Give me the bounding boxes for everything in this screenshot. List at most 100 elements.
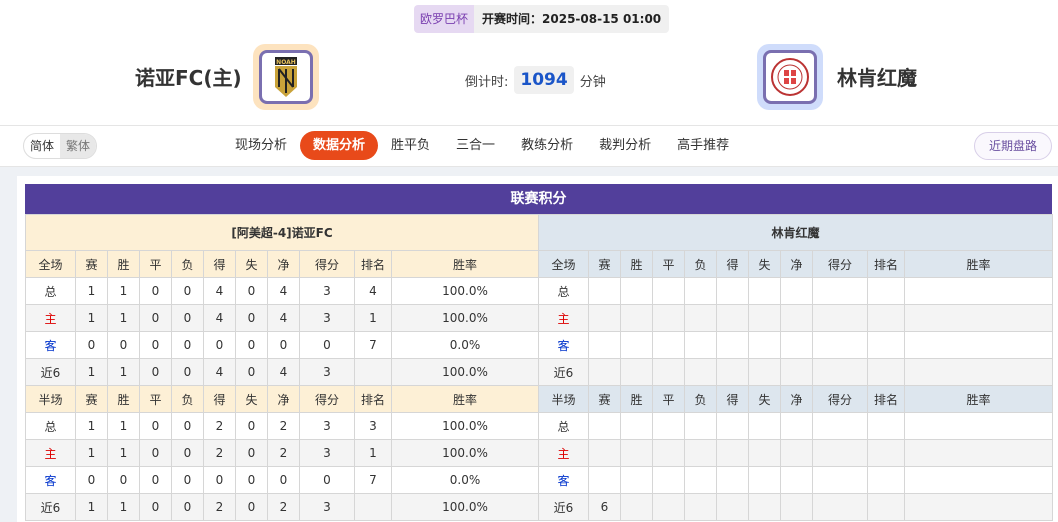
home-team-logo[interactable]: NOAH	[253, 44, 319, 110]
cell: 1	[107, 304, 140, 332]
cell: 0	[267, 466, 300, 494]
column-header: 半场	[538, 385, 589, 413]
row-label: 总	[25, 412, 76, 440]
table-row: 主	[538, 304, 1054, 332]
row-label: 客	[25, 466, 76, 494]
column-header: 半场	[25, 385, 76, 413]
cell	[748, 493, 781, 521]
cell	[867, 304, 905, 332]
cell	[867, 277, 905, 305]
column-header: 失	[235, 385, 268, 413]
column-header: 胜	[107, 385, 140, 413]
table-row: 客 0 0 0 0 0 0 0 0 7 0.0%	[25, 466, 540, 494]
cell: 0	[171, 412, 204, 440]
away-team-name[interactable]: 林肯红魔	[837, 66, 917, 90]
cell: 4	[354, 277, 392, 305]
cell	[652, 493, 685, 521]
row-label: 近6	[25, 358, 76, 386]
tab-three-in-one[interactable]: 三合一	[456, 138, 496, 153]
cell	[684, 493, 717, 521]
lang-simplified[interactable]: 简体	[30, 139, 55, 153]
table-row: 主 1 1 0 0 2 0 2 3 1 100.0%	[25, 439, 540, 467]
cell: 100.0%	[390, 493, 540, 521]
column-header: 赛	[75, 385, 108, 413]
cell: 0	[235, 466, 268, 494]
cell: 1	[354, 304, 392, 332]
column-header: 胜率	[390, 250, 540, 278]
cell	[716, 277, 749, 305]
column-header: 得	[716, 250, 749, 278]
cell: 3	[299, 412, 355, 440]
cell: 0	[171, 277, 204, 305]
cell	[588, 277, 621, 305]
cell: 1	[75, 493, 108, 521]
svg-text:NOAH: NOAH	[276, 59, 296, 66]
table-row: 总 1 1 0 0 2 0 2 3 3 100.0%	[25, 412, 540, 440]
language-toggle[interactable]: 简体 繁体	[23, 133, 98, 159]
cell	[812, 304, 868, 332]
cell: 4	[203, 277, 236, 305]
cell	[748, 358, 781, 386]
cell	[812, 439, 868, 467]
cell	[867, 412, 905, 440]
column-header: 排名	[354, 385, 392, 413]
cell: 0	[139, 493, 172, 521]
cell	[780, 412, 813, 440]
column-header: 胜	[107, 250, 140, 278]
tab-coach-analysis[interactable]: 教练分析	[521, 138, 574, 153]
cell	[903, 412, 1054, 440]
cell: 0	[235, 331, 268, 359]
noah-shield-icon: NOAH	[275, 57, 297, 97]
cell: 0	[203, 466, 236, 494]
cell: 2	[203, 412, 236, 440]
cell	[652, 412, 685, 440]
tab-live-analysis[interactable]: 现场分析	[235, 138, 288, 153]
cell: 0	[75, 331, 108, 359]
cell: 100.0%	[390, 412, 540, 440]
column-header: 失	[235, 250, 268, 278]
column-header: 平	[652, 385, 685, 413]
table-row: 总	[538, 412, 1054, 440]
cell: 0	[139, 304, 172, 332]
cell	[780, 439, 813, 467]
cell: 4	[267, 358, 300, 386]
cell	[620, 493, 653, 521]
cell	[867, 358, 905, 386]
column-header: 净	[780, 250, 813, 278]
tab-referee-analysis[interactable]: 裁判分析	[599, 138, 652, 153]
row-label: 总	[538, 277, 589, 305]
cell	[652, 304, 685, 332]
cell	[684, 331, 717, 359]
column-header: 赛	[588, 250, 621, 278]
cell: 3	[299, 277, 355, 305]
cell: 3	[299, 493, 355, 521]
lang-traditional[interactable]: 繁体	[60, 134, 97, 158]
cell	[588, 304, 621, 332]
column-header: 排名	[354, 250, 392, 278]
cell: 0	[299, 466, 355, 494]
row-label: 总	[25, 277, 76, 305]
tab-1x2[interactable]: 胜平负	[391, 138, 431, 153]
column-header: 赛	[75, 250, 108, 278]
home-team-name[interactable]: 诺亚FC(主)	[135, 66, 242, 90]
cell: 0	[235, 439, 268, 467]
cell: 1	[75, 412, 108, 440]
home-standings-table: [阿美超-4]诺亚FC 全场赛胜平负得失净得分 排名 胜率总 1 1 0 0 4 0 4 3 4 100.…	[24, 214, 540, 521]
cell	[620, 277, 653, 305]
tab-expert-picks[interactable]: 高手推荐	[677, 138, 730, 153]
cell	[588, 412, 621, 440]
cell: 7	[354, 331, 392, 359]
cell: 0	[139, 466, 172, 494]
recent-odds-button[interactable]: 近期盘路	[973, 132, 1052, 160]
away-team-logo[interactable]	[757, 44, 823, 110]
cell: 0	[139, 331, 172, 359]
column-header: 平	[652, 250, 685, 278]
row-label: 主	[25, 304, 76, 332]
cell: 0	[139, 439, 172, 467]
cell	[903, 439, 1054, 467]
tab-data-analysis[interactable]: 数据分析	[300, 131, 379, 160]
cup-badge[interactable]: 欧罗巴杯	[414, 5, 475, 33]
cell	[812, 412, 868, 440]
cell	[716, 439, 749, 467]
column-header: 全场	[25, 250, 76, 278]
